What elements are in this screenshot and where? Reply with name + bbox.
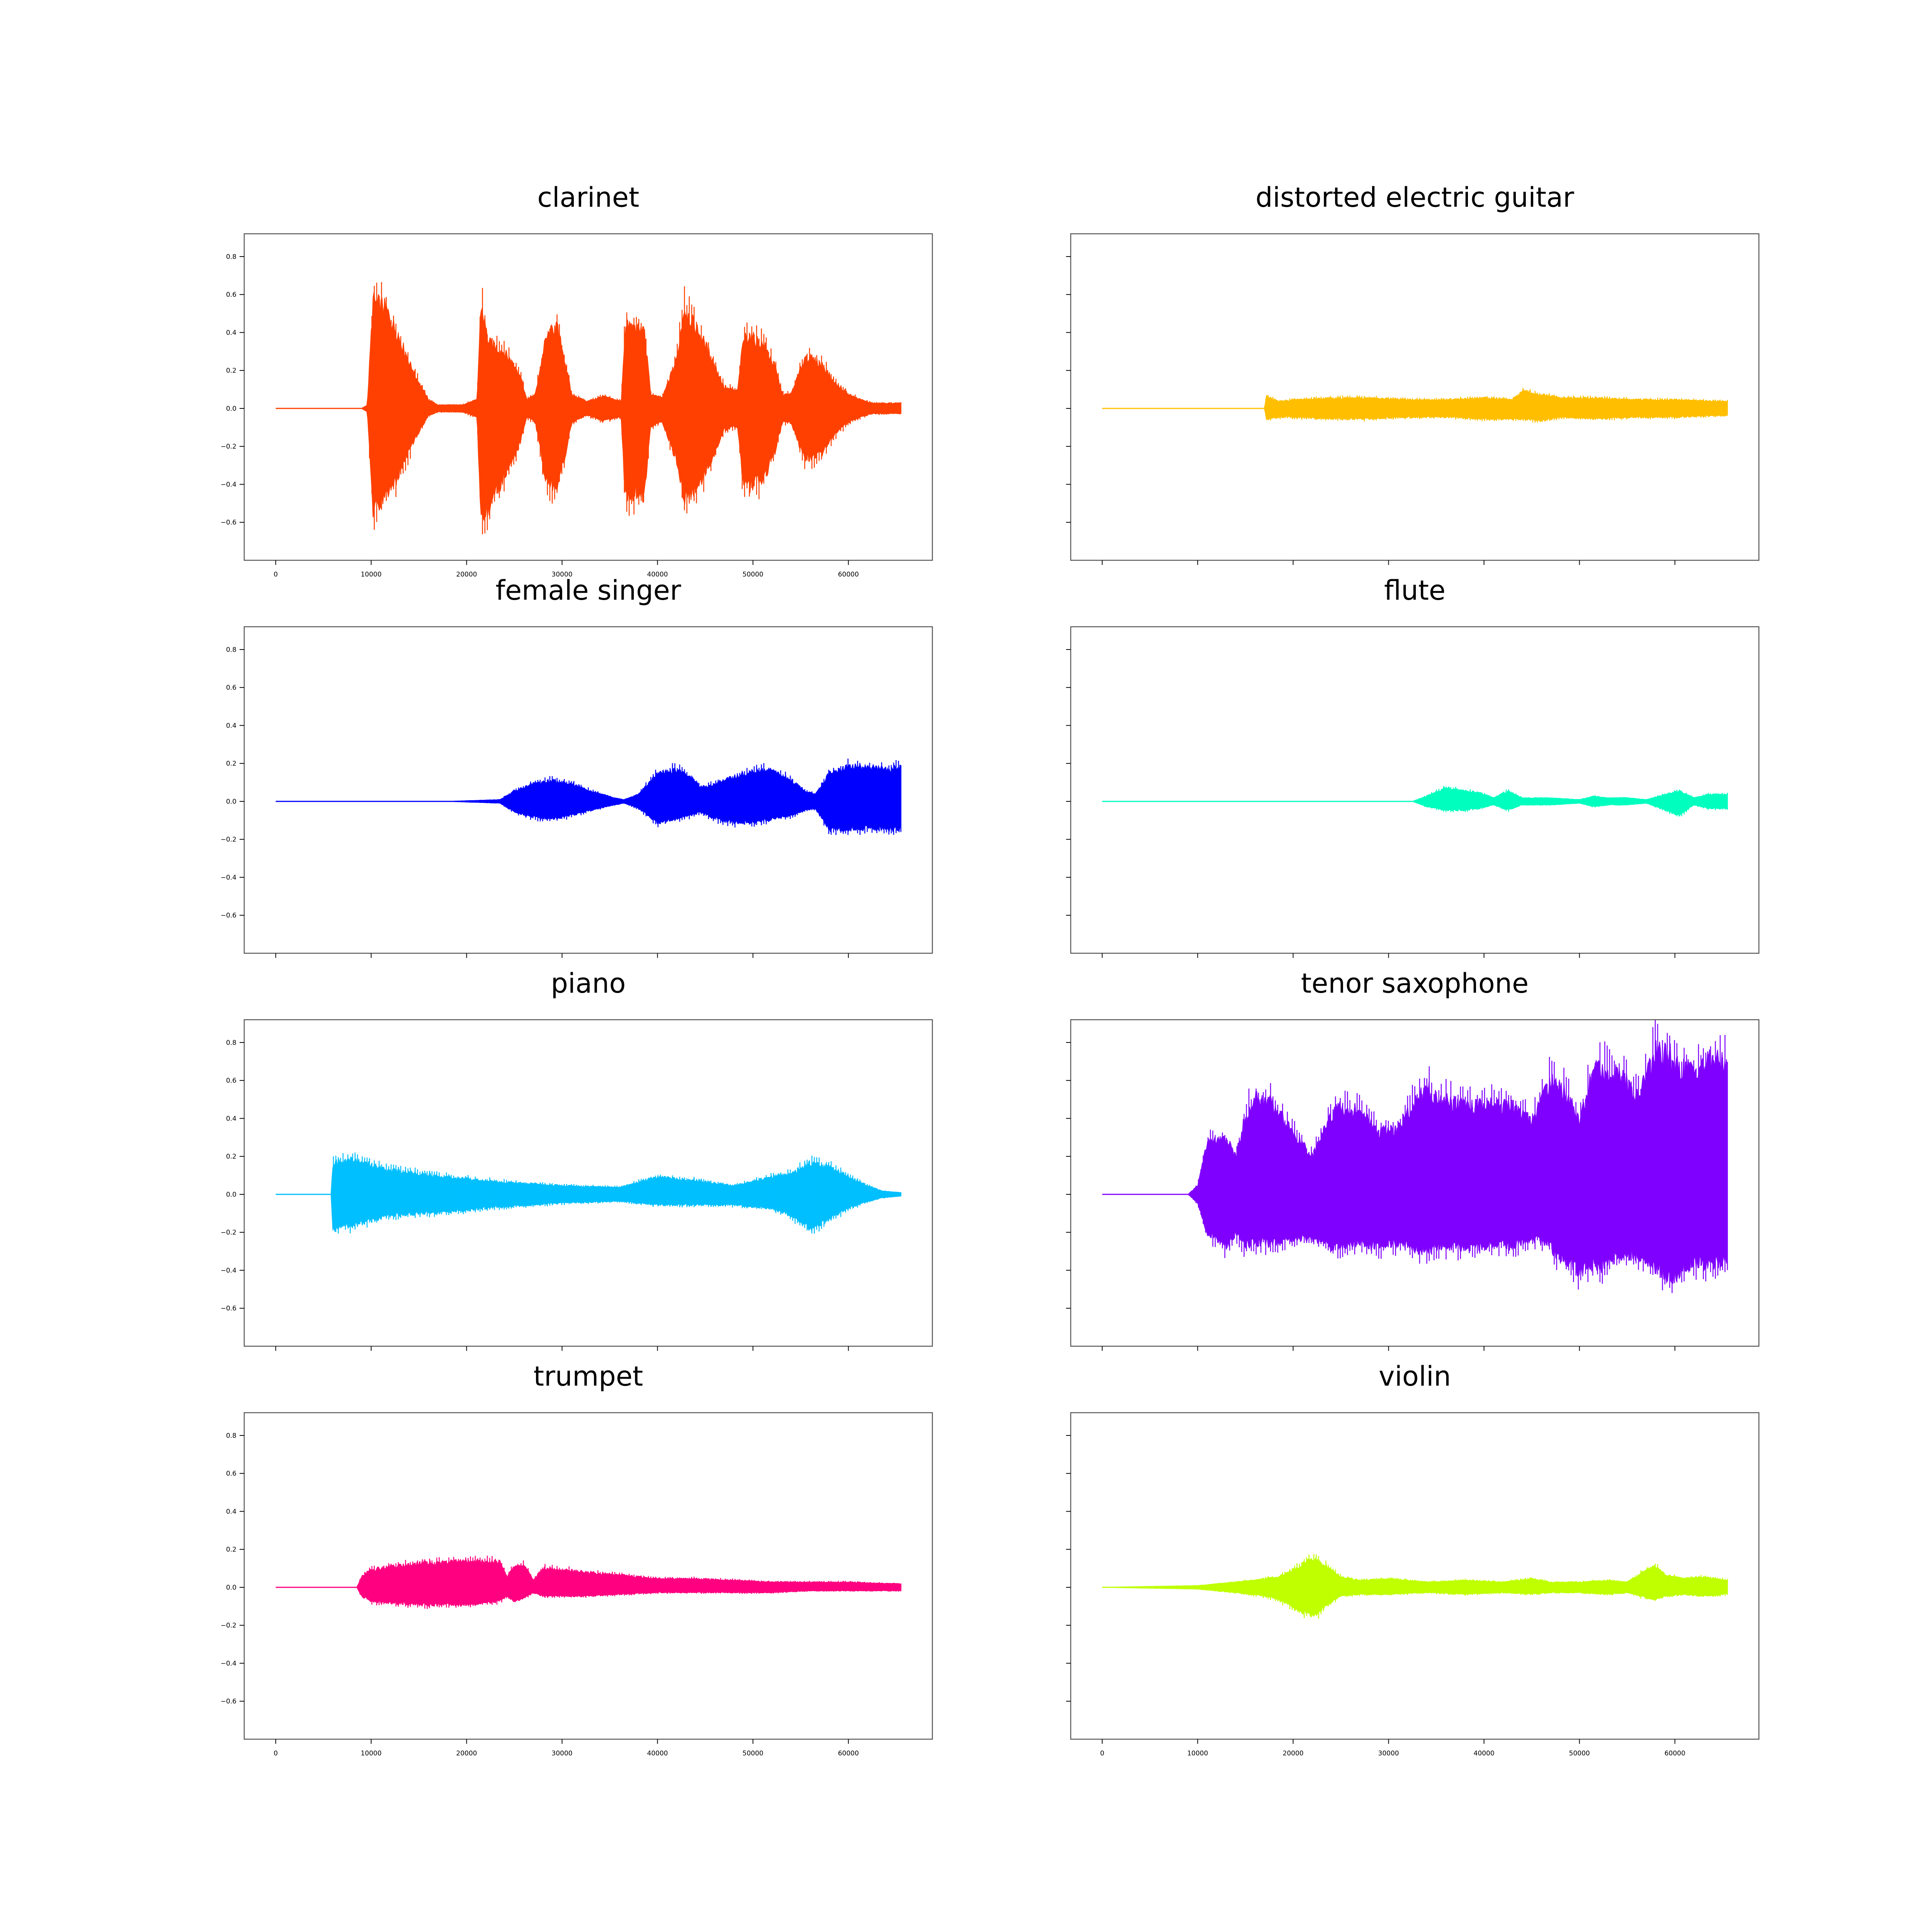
axes-frame	[1070, 626, 1760, 954]
y-tick-label: −0.4	[221, 1660, 236, 1667]
x-tick-label: 10000	[361, 571, 381, 578]
y-tick-label: 0.0	[226, 1584, 236, 1592]
y-tick-label: −0.2	[221, 836, 236, 844]
y-tick-label: 0.8	[226, 646, 236, 654]
subplot-piano: piano −0.6 −0.4 −0.2 0.0 0.2 0.4 0.6 0.8	[221, 968, 933, 1351]
subplot-title: female singer	[495, 575, 681, 606]
axes-frame	[1070, 233, 1760, 561]
waveform-series	[1102, 786, 1728, 817]
y-tick-label: 0.2	[226, 367, 236, 375]
y-tick-label: 0.6	[226, 291, 236, 299]
y-tick-label: 0.4	[226, 1115, 236, 1122]
x-tick-label: 60000	[838, 1750, 859, 1757]
waveform-series	[1102, 1554, 1728, 1619]
waveform-series	[1102, 1020, 1728, 1293]
axes-frame	[243, 1412, 933, 1740]
x-tick-label: 30000	[552, 1750, 573, 1757]
x-tick-label: 50000	[743, 1750, 764, 1757]
subplot-distorted-electric-guitar: distorted electric guitar	[1066, 182, 1760, 565]
y-tick-label: −0.2	[221, 1622, 236, 1629]
y-tick-label: −0.2	[221, 1229, 236, 1236]
y-tick-label: 0.6	[226, 1077, 236, 1085]
y-tick-label: 0.2	[226, 1546, 236, 1554]
subplot-violin: violin 0 10000 20000 30000 40000 50000 60000	[1066, 1361, 1760, 1757]
y-tick-label: 0.2	[226, 1153, 236, 1161]
subplot-title: piano	[551, 968, 626, 999]
y-tick-label: 0.0	[226, 798, 236, 806]
x-tick-label: 20000	[456, 1750, 477, 1757]
waveform-series	[276, 282, 901, 534]
x-tick-label: 50000	[743, 571, 764, 578]
y-tick-label: 0.8	[226, 1432, 236, 1440]
y-tick-label: 0.4	[226, 1508, 236, 1515]
x-tick-label: 60000	[838, 571, 859, 578]
y-tick-label: −0.4	[221, 1267, 236, 1274]
y-tick-label: 0.4	[226, 722, 236, 730]
y-tick-label: −0.6	[221, 519, 236, 527]
y-tick-label: −0.6	[221, 1698, 236, 1706]
x-tick-label: 0	[1100, 1750, 1104, 1757]
axes-frame	[243, 233, 933, 561]
subplot-clarinet: clarinet 0 10000 20000 30000 40000 50000 60000 −…	[221, 182, 933, 578]
axes-frame	[1070, 1412, 1760, 1740]
y-tick-label: 0.2	[226, 760, 236, 768]
axes-frame	[1070, 1019, 1760, 1347]
subplot-title: flute	[1384, 575, 1446, 606]
waveform-series	[276, 1152, 901, 1234]
waveform-series	[1102, 388, 1728, 423]
y-tick-label: 0.4	[226, 329, 236, 337]
x-tick-label: 50000	[1569, 1750, 1590, 1757]
subplot-flute: flute	[1066, 575, 1760, 958]
x-tick-label: 10000	[361, 1750, 381, 1757]
x-tick-label: 40000	[1474, 1750, 1495, 1757]
y-tick-label: −0.6	[221, 1305, 236, 1313]
y-tick-label: 0.8	[226, 253, 236, 261]
axes-frame	[243, 1019, 933, 1347]
x-tick-label: 20000	[1283, 1750, 1304, 1757]
y-tick-label: 0.6	[226, 684, 236, 692]
x-tick-label: 0	[274, 571, 278, 578]
subplot-grid: clarinet 0 10000 20000 30000 40000 50000 60000 −…	[221, 182, 1760, 1757]
y-tick-label: −0.4	[221, 874, 236, 881]
x-tick-label: 10000	[1187, 1750, 1208, 1757]
subplot-title: distorted electric guitar	[1255, 182, 1574, 213]
x-tick-label: 60000	[1665, 1750, 1685, 1757]
waveform-series	[276, 759, 901, 835]
subplot-tenor-saxophone: tenor saxophone	[1066, 968, 1760, 1351]
subplot-title: trumpet	[534, 1361, 643, 1392]
subplot-title: violin	[1379, 1361, 1451, 1392]
y-tick-label: 0.0	[226, 405, 236, 413]
y-tick-label: −0.6	[221, 912, 236, 920]
subplot-title: tenor saxophone	[1301, 968, 1529, 999]
x-tick-label: 0	[274, 1750, 278, 1757]
y-tick-label: 0.6	[226, 1470, 236, 1478]
subplot-title: clarinet	[537, 182, 639, 213]
y-tick-label: −0.4	[221, 481, 236, 488]
y-tick-label: −0.2	[221, 443, 236, 451]
subplot-trumpet: trumpet −0.6 −0.4 −0.2 0.0 0.2 0.4 0.6 0.8 0 10000…	[221, 1361, 933, 1757]
x-tick-label: 30000	[552, 571, 573, 578]
subplot-female-singer: female singer −0.6 −0.4 −0.2 0.0 0.2 0.4 0.6 0.8	[221, 575, 933, 958]
y-tick-label: 0.0	[226, 1191, 236, 1199]
y-tick-label: 0.8	[226, 1039, 236, 1047]
x-tick-label: 20000	[456, 571, 477, 578]
x-tick-label: 40000	[647, 1750, 668, 1757]
axes-frame	[243, 626, 933, 954]
x-tick-label: 30000	[1378, 1750, 1399, 1757]
waveform-series	[276, 1555, 901, 1609]
x-tick-label: 40000	[647, 571, 668, 578]
